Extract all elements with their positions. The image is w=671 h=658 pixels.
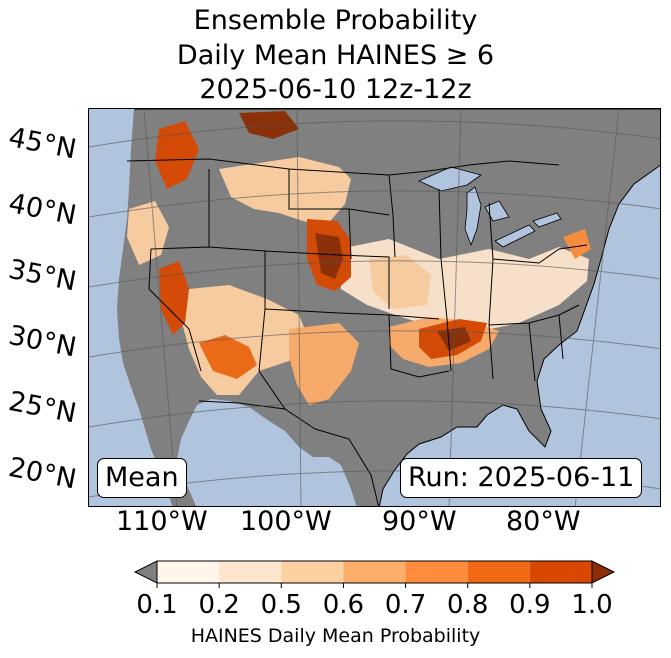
colorbar xyxy=(133,560,616,588)
probability-field xyxy=(127,111,591,405)
colorbar-tick-label: 0.6 xyxy=(322,590,365,620)
lon-label-90w: 90°W xyxy=(382,506,457,537)
colorbar-cell-2 xyxy=(281,561,344,583)
colorbar-tick-label: 0.1 xyxy=(136,590,178,620)
run-date-badge: Run: 2025-06-11 xyxy=(400,458,643,498)
colorbar-tick-label: 0.9 xyxy=(509,590,551,620)
colorbar-over-arrow xyxy=(591,560,616,584)
colorbar-tick-label: 0.7 xyxy=(384,590,427,620)
colorbar-cell-3 xyxy=(343,561,406,583)
colorbar-cell-5 xyxy=(467,561,530,583)
colorbar-under-arrow xyxy=(133,560,158,584)
colorbar-cell-6 xyxy=(529,561,592,583)
graticule xyxy=(89,109,660,506)
lon-label-80w: 80°W xyxy=(506,506,581,537)
colorbar-cell-4 xyxy=(405,561,468,583)
statistic-badge: Mean xyxy=(97,458,187,498)
title-line-3: 2025-06-10 12z-12z xyxy=(199,74,472,105)
colorbar-tick-label: 0.2 xyxy=(198,590,240,620)
great-lakes xyxy=(418,166,562,248)
colorbar-tick-label: 1.0 xyxy=(571,590,613,620)
title-line-2: Daily Mean HAINES ≥ 6 xyxy=(176,40,495,71)
lon-label-110w: 110°W xyxy=(116,506,208,537)
title-line-1: Ensemble Probability xyxy=(193,5,478,36)
map-canvas xyxy=(89,109,660,506)
colorbar-tick-label: 0.5 xyxy=(260,590,302,620)
colorbar-label: HAINES Daily Mean Probability xyxy=(190,625,481,647)
colorbar-cell-1 xyxy=(219,561,282,583)
lon-label-100w: 100°W xyxy=(240,506,332,537)
colorbar-tick-label: 0.8 xyxy=(447,590,489,620)
map-panel xyxy=(88,108,661,507)
colorbar-cell-0 xyxy=(157,561,220,583)
